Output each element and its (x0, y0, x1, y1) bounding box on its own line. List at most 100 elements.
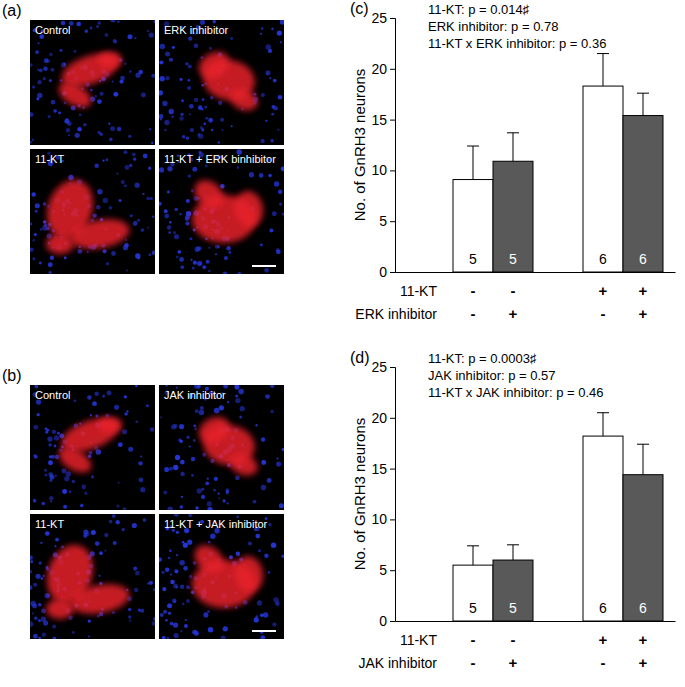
nucleus-stain (103, 249, 107, 253)
nucleus-stain (160, 44, 165, 49)
nucleus-stain (64, 119, 69, 124)
nucleus-stain (210, 533, 216, 539)
y-tick-mark (390, 221, 395, 222)
nucleus-stain (261, 437, 265, 441)
nucleus-stain (173, 622, 178, 627)
nucleus-stain (42, 632, 46, 636)
nucleus-stain (206, 260, 210, 264)
micrograph-background (159, 20, 284, 145)
nucleus-stain (185, 619, 187, 621)
nucleus-stain (133, 525, 135, 527)
nucleus-stain (179, 213, 181, 215)
nucleus-stain (264, 268, 269, 273)
plot-area (453, 54, 663, 272)
nucleus-stain (168, 231, 171, 234)
nucleus-stain (35, 50, 39, 54)
nucleus-stain (91, 530, 96, 535)
nucleus-stain (192, 167, 197, 172)
y-tick: 20 (371, 410, 395, 426)
nucleus-stain (129, 164, 133, 168)
nucleus-stain (223, 626, 228, 631)
nucleus-stain (240, 406, 245, 411)
nucleus-stain (114, 405, 119, 410)
nucleus-stain (194, 98, 198, 102)
nucleus-stain (180, 78, 183, 81)
nucleus-stain (50, 68, 54, 72)
nucleus-stain (278, 190, 283, 195)
gnrh3-stain (227, 451, 260, 479)
nucleus-stain (48, 460, 53, 465)
nucleus-stain (75, 133, 80, 138)
nucleus-stain (140, 455, 142, 457)
nucleus-stain (194, 43, 198, 47)
nucleus-stain (125, 239, 127, 241)
nucleus-stain (109, 520, 113, 524)
micrograph: JAK inhibitor (159, 384, 285, 513)
nucleus-stain (271, 28, 274, 31)
nucleus-stain (193, 439, 196, 442)
nucleus-stain (34, 617, 37, 620)
nucleus-stain (160, 118, 162, 120)
nucleus-stain (162, 101, 168, 107)
nucleus-stain (260, 33, 262, 35)
nucleus-stain (181, 496, 183, 498)
nucleus-stain (238, 272, 242, 274)
nucleus-stain (276, 248, 280, 252)
nucleus-stain (97, 99, 102, 104)
nucleus-stain (193, 561, 197, 565)
nucleus-stain (83, 123, 87, 127)
nucleus-stain (54, 435, 59, 440)
nucleus-stain (150, 427, 154, 431)
nucleus-stain (55, 475, 57, 477)
nucleus-stain (194, 428, 197, 431)
nucleus-stain (72, 631, 75, 634)
error-bar-cap (507, 132, 519, 133)
nucleus-stain (132, 523, 137, 528)
nucleus-stain (167, 225, 171, 229)
nucleus-stain (37, 93, 42, 98)
nucleus-stain (33, 425, 38, 430)
nucleus-stain (254, 617, 259, 622)
error-bar-stem (603, 54, 604, 87)
error-bar-stem (513, 545, 514, 560)
nucleus-stain (276, 458, 278, 460)
nucleus-stain (151, 74, 155, 78)
nucleus-stain (276, 461, 281, 466)
nucleus-stain (277, 129, 279, 131)
nucleus-stain (263, 612, 269, 618)
treatment-sign: - (601, 654, 606, 671)
nucleus-stain (167, 166, 172, 171)
nucleus-stain (208, 541, 211, 544)
y-tick-mark (390, 272, 395, 273)
nucleus-stain (149, 253, 152, 256)
nucleus-stain (135, 73, 140, 78)
nucleus-stain (272, 622, 276, 626)
nucleus-stain (271, 113, 274, 116)
nucleus-stain (226, 246, 231, 251)
nucleus-stain (135, 253, 140, 258)
panel-label: (a) (2, 2, 22, 19)
nucleus-stain (79, 114, 81, 116)
treatment-sign: + (599, 282, 608, 299)
y-tick-label: 0 (379, 264, 387, 280)
nucleus-stain (202, 265, 206, 269)
y-tick: 15 (371, 112, 395, 128)
nucleus-stain (189, 575, 192, 578)
nucleus-stain (30, 555, 33, 559)
nucleus-stain (43, 575, 45, 577)
nucleus-stain (214, 408, 220, 414)
nucleus-stain (221, 129, 223, 131)
nucleus-stain (211, 129, 214, 132)
y-tick-mark (390, 519, 395, 520)
nucleus-stain (160, 416, 162, 418)
nucleus-stain (34, 455, 38, 459)
gnrh3-stain (98, 52, 122, 68)
nucleus-stain (84, 492, 87, 495)
nucleus-stain (117, 127, 121, 131)
treatment-sign: + (639, 282, 648, 299)
nucleus-stain (197, 488, 202, 493)
nucleus-stain (159, 90, 163, 95)
nucleus-stain (102, 395, 105, 398)
micrograph-background (30, 20, 155, 145)
nucleus-stain (268, 174, 271, 177)
